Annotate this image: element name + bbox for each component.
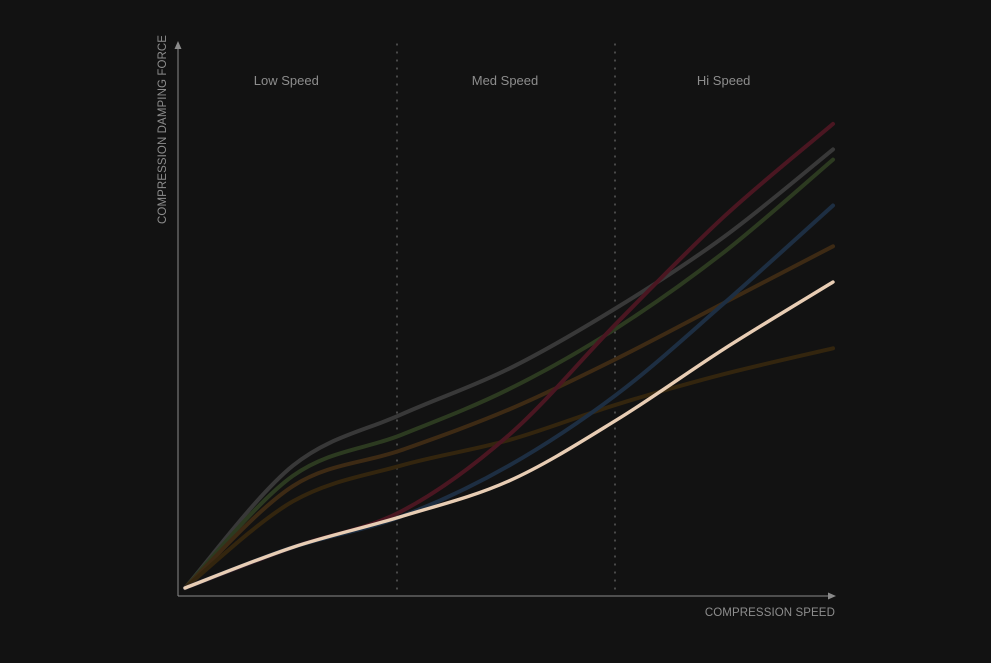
series-lines: [183, 121, 835, 590]
series-line-4: [183, 346, 835, 590]
series-line-2: [183, 157, 835, 590]
series-line-3: [183, 244, 835, 590]
y-axis-arrow-icon: [174, 41, 182, 49]
y-axis-label: COMPRESSION DAMPING FORCE: [157, 35, 169, 224]
axes: COMPRESSION DAMPING FORCE COMPRESSION SP…: [157, 35, 836, 619]
series-line-1: [183, 147, 835, 590]
series-line-7: [183, 280, 835, 590]
x-axis-arrow-icon: [828, 592, 836, 600]
zone-label-1: Low Speed: [254, 73, 319, 88]
series-line-6: [183, 203, 835, 590]
zone-dividers: [396, 43, 616, 595]
series-line-5: [183, 121, 835, 590]
zone-label-2: Med Speed: [472, 73, 539, 88]
x-axis-label: COMPRESSION SPEED: [705, 607, 835, 619]
zone-label-3: Hi Speed: [697, 73, 750, 88]
zone-labels: Low Speed Med Speed Hi Speed: [254, 73, 751, 88]
